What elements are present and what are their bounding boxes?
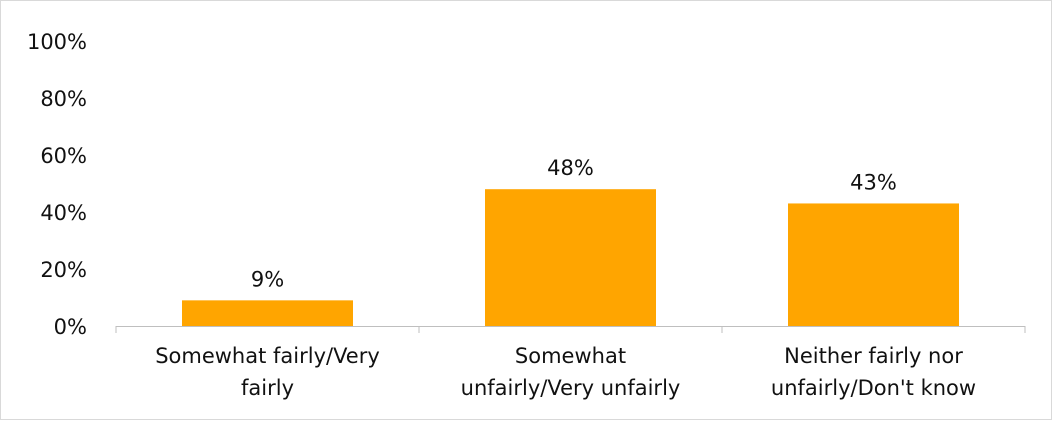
y-tick-label: 20% (40, 258, 87, 282)
bar (182, 300, 353, 326)
y-tick-label: 40% (40, 201, 87, 225)
category-label-line: Neither fairly nor (784, 344, 963, 368)
data-label: 9% (251, 267, 284, 291)
y-tick-label: 60% (40, 144, 87, 168)
data-label: 48% (547, 156, 594, 180)
y-tick-label: 100% (27, 30, 87, 54)
y-tick-label: 0% (54, 315, 87, 339)
bars (182, 189, 959, 326)
category-label: Somewhat unfairly/Very unfairly (461, 344, 681, 400)
data-label: 43% (850, 170, 897, 194)
data-labels: 9% 48% 43% (251, 156, 897, 291)
y-tick-label: 80% (40, 87, 87, 111)
category-labels: Somewhat fairly/Very fairly Somewhat unfair… (155, 344, 976, 400)
category-label: Somewhat fairly/Very fairly (155, 344, 380, 400)
category-label: Neither fairly nor unfairly/Don't know (771, 344, 976, 400)
y-axis-ticks: 0% 20% 40% 60% 80% 100% (27, 30, 87, 339)
category-label-line: unfairly/Don't know (771, 376, 976, 400)
category-label-line: Somewhat (515, 344, 626, 368)
bar (788, 203, 959, 326)
x-axis-ticks (115, 326, 1026, 333)
bar (485, 189, 656, 326)
category-label-line: fairly (241, 376, 294, 400)
category-label-line: Somewhat fairly/Very (155, 344, 380, 368)
category-label-line: unfairly/Very unfairly (461, 376, 681, 400)
